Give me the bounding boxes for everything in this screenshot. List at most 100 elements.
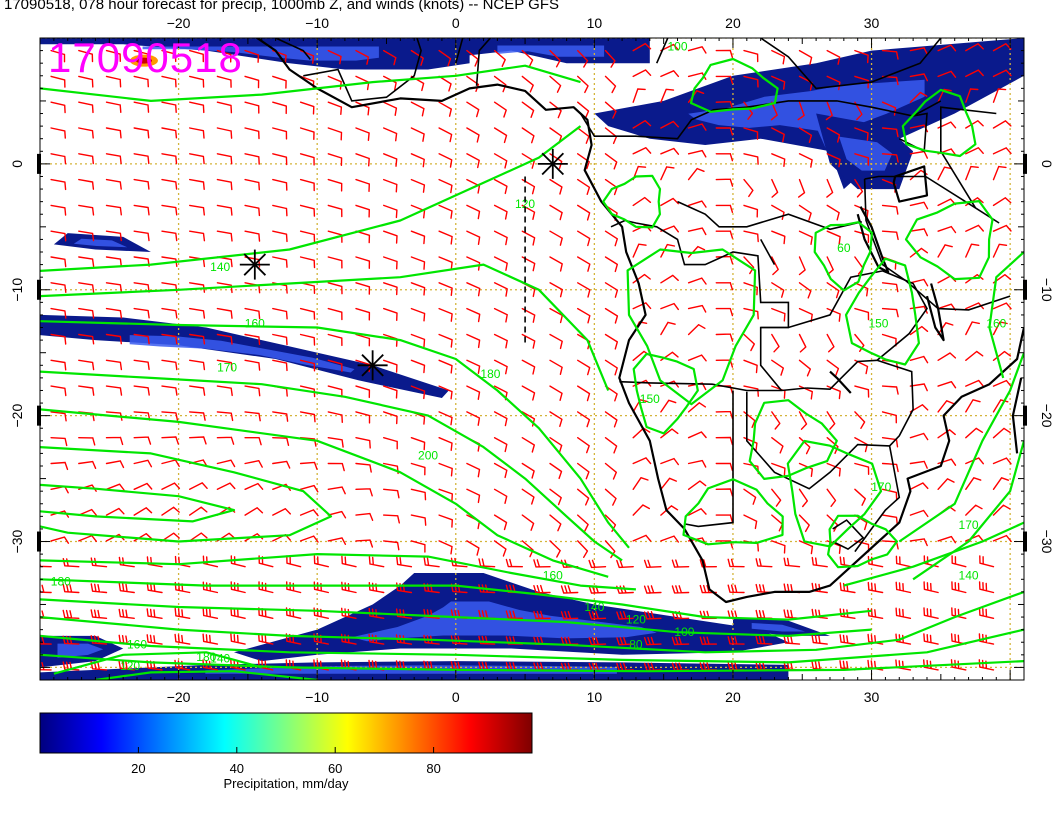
colorbar-tick-label: 60 <box>328 761 342 776</box>
wind-barb <box>40 662 52 671</box>
country-border <box>832 519 865 551</box>
wind-barb <box>826 282 840 299</box>
wind-barb <box>755 583 773 594</box>
wind-barb <box>161 411 179 421</box>
wind-barb <box>798 411 808 430</box>
contour-label: 80 <box>629 638 643 652</box>
wind-barb <box>743 514 758 530</box>
wind-barb <box>105 204 122 216</box>
wind-barb <box>895 555 912 568</box>
wind-barb <box>133 153 150 165</box>
wind-barb <box>715 410 734 420</box>
wind-barb <box>383 49 397 66</box>
wind-barb <box>50 127 66 139</box>
wind-barb <box>687 480 707 490</box>
height-contour <box>40 125 582 272</box>
wind-barb <box>839 634 856 645</box>
wind-barb <box>189 411 206 421</box>
height-contour-loop <box>748 399 838 480</box>
wind-barb <box>50 282 67 293</box>
wind-barb <box>743 153 759 165</box>
wind-barb <box>671 559 690 568</box>
wind-barb <box>549 359 563 375</box>
height-contour <box>988 251 1024 379</box>
wind-barb <box>50 75 66 88</box>
wind-barb <box>577 488 590 506</box>
wind-barb <box>521 462 535 479</box>
wind-barb <box>521 127 535 144</box>
wind-barb <box>923 659 939 671</box>
wind-barb <box>743 230 759 243</box>
contour-label: 150 <box>868 317 888 331</box>
wind-barb <box>743 359 758 374</box>
wind-barb <box>521 49 534 68</box>
contour-label: 120 <box>120 659 140 673</box>
wind-barb <box>90 635 108 645</box>
lon-tick-label: −20 <box>167 15 191 31</box>
wind-barb <box>50 307 67 319</box>
wind-barb <box>798 488 808 508</box>
country-border <box>619 380 807 392</box>
wind-barb <box>992 379 1012 387</box>
wind-barb <box>992 43 1012 52</box>
wind-barb <box>493 488 508 504</box>
wind-barb <box>743 204 759 218</box>
wind-barb <box>383 514 400 524</box>
wind-barb <box>78 460 97 469</box>
wind-barb <box>549 385 563 401</box>
wind-barb <box>992 120 1012 129</box>
wind-barb <box>881 488 898 501</box>
wind-barb <box>771 256 779 276</box>
wind-barb <box>423 583 440 594</box>
wind-barb <box>383 256 398 270</box>
wind-barb <box>50 178 67 191</box>
wind-barb <box>133 507 153 516</box>
wind-barb <box>466 101 480 118</box>
lat-tick-label: −30 <box>1039 530 1055 554</box>
wind-barb <box>216 482 236 490</box>
wind-barb <box>965 477 982 490</box>
wind-barb <box>478 635 496 645</box>
wind-barb <box>549 178 563 195</box>
wind-barb <box>881 462 899 473</box>
wind-barb <box>798 514 810 533</box>
wind-barb <box>577 540 589 558</box>
wind-barb <box>272 307 288 320</box>
wind-barb <box>992 147 1012 155</box>
wind-barb <box>771 282 785 298</box>
wind-barb <box>727 636 745 645</box>
wind-barb <box>355 488 373 497</box>
wind-barb <box>174 607 191 619</box>
country-border <box>940 106 997 209</box>
country-border <box>854 445 901 553</box>
wind-barb <box>643 585 662 594</box>
height-contour-loop <box>689 57 779 113</box>
wind-barb <box>216 127 233 139</box>
wind-barb <box>577 437 590 454</box>
wind-barb <box>50 536 70 544</box>
wind-barb <box>715 75 734 84</box>
wind-barb <box>438 204 453 219</box>
wind-barb <box>616 611 634 620</box>
wind-barb <box>189 75 205 88</box>
wind-barb <box>410 359 426 374</box>
wind-barb <box>230 633 246 645</box>
wind-barb <box>105 282 123 293</box>
wind-barb <box>410 437 426 451</box>
wind-barb <box>299 204 316 217</box>
lat-tick-label: −30 <box>9 529 25 553</box>
wind-barb <box>478 558 496 568</box>
height-contour-loop <box>632 352 699 435</box>
wind-barb <box>105 178 122 190</box>
wind-barb <box>216 75 232 88</box>
asterisk-marker <box>239 249 270 280</box>
wind-barb <box>616 636 634 646</box>
wind-barb <box>687 324 706 336</box>
wind-barb <box>755 635 773 645</box>
wind-barb <box>923 607 939 619</box>
wind-barb <box>341 555 357 568</box>
wind-barb <box>687 46 707 54</box>
wind-barb <box>285 607 302 619</box>
wind-barb <box>383 282 398 296</box>
wind-barb <box>632 88 646 103</box>
